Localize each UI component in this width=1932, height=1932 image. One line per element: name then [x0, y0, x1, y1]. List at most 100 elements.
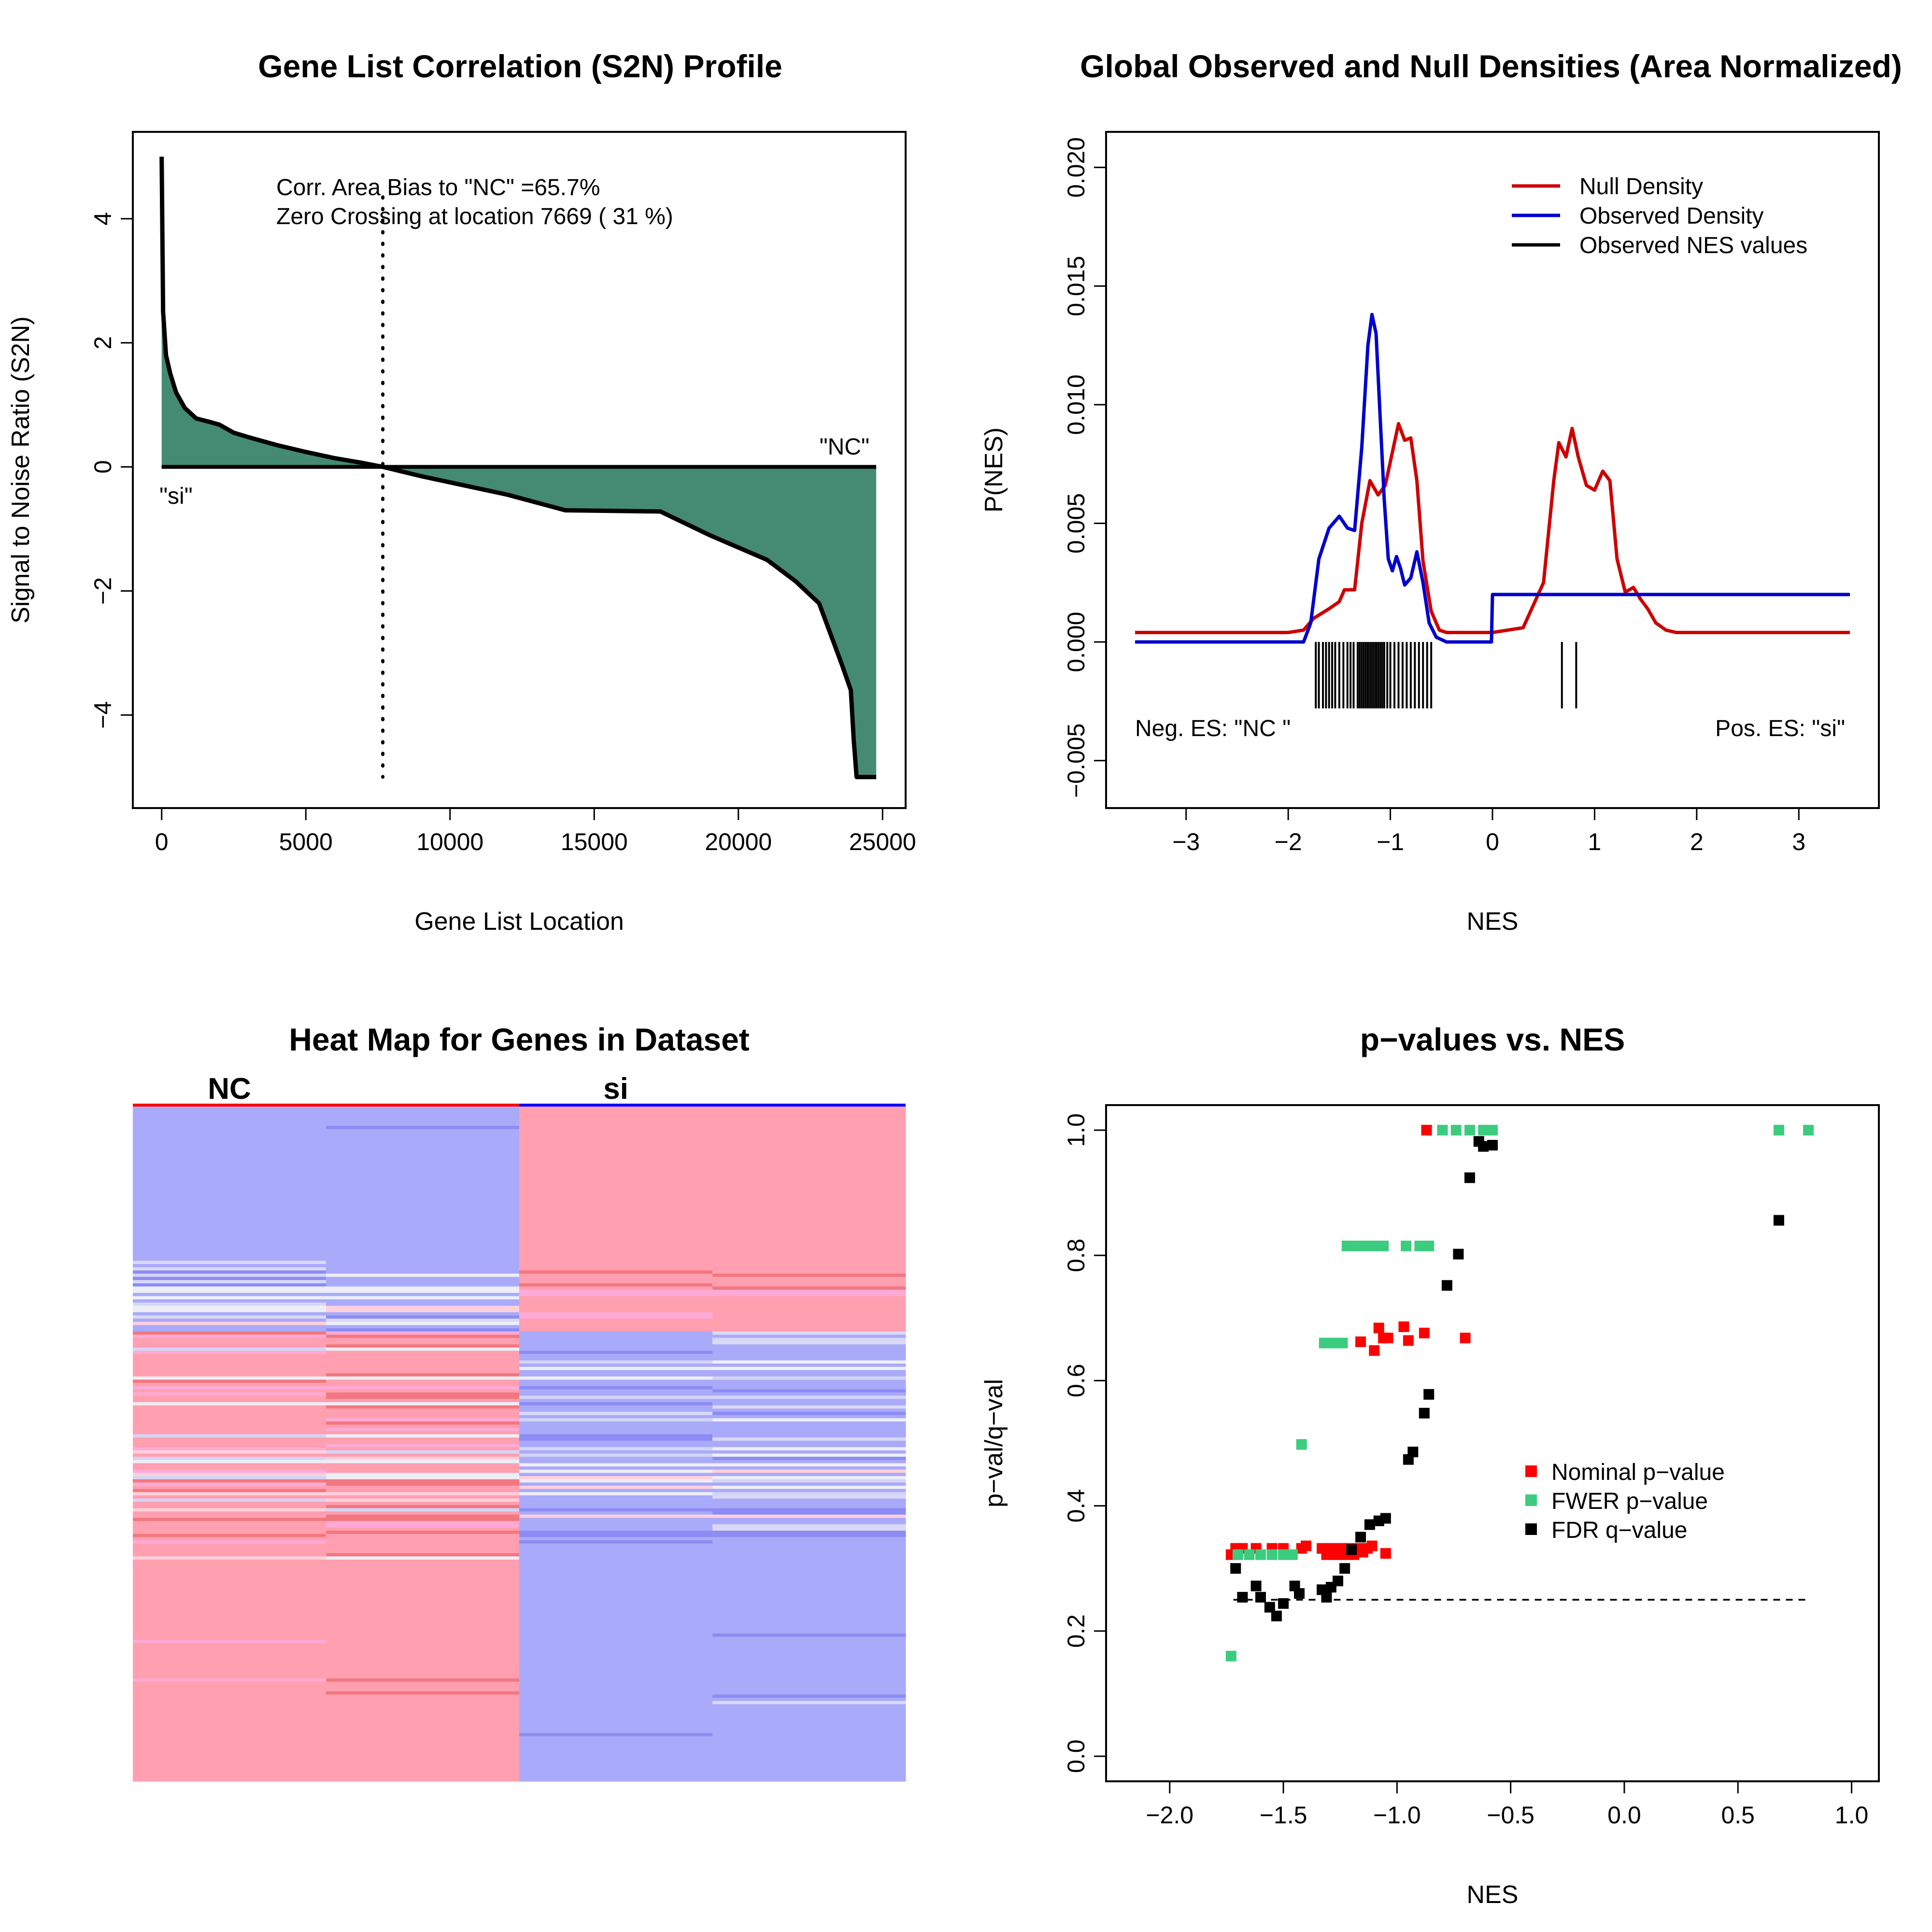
heatmap-cell	[519, 1489, 713, 1492]
heatmap-cell	[519, 1360, 713, 1364]
heatmap-cell	[133, 1145, 327, 1149]
heatmap-cell	[712, 1411, 906, 1416]
heatmap-cell	[519, 1772, 713, 1776]
heatmap-cell	[326, 1309, 520, 1313]
heatmap-cell	[712, 1698, 906, 1702]
heatmap-cell	[326, 1132, 520, 1136]
s2n-y-axis: −4 −2 0 2 4	[89, 212, 133, 729]
heatmap-cell	[519, 1296, 713, 1300]
heatmap-cell	[326, 1485, 520, 1490]
heatmap-cell	[712, 1550, 906, 1554]
legend-fwer-swatch	[1525, 1494, 1537, 1506]
heatmap-cell	[326, 1521, 520, 1525]
heatmap-grid	[133, 1107, 906, 1782]
heatmap-cell	[326, 1421, 520, 1425]
density-y-tick-label: 0.020	[1063, 137, 1090, 198]
legend-fwer-label: FWER p−value	[1551, 1489, 1708, 1514]
heatmap-cell	[326, 1778, 520, 1782]
heatmap-cell	[712, 1219, 906, 1223]
heatmap-cell	[133, 1624, 327, 1628]
heatmap-cell	[519, 1652, 713, 1657]
heatmap-cell	[519, 1646, 713, 1650]
heatmap-cell	[519, 1315, 713, 1319]
heatmap-cell	[326, 1598, 520, 1602]
heatmap-cell	[712, 1386, 906, 1390]
fdr-q-value-point	[1419, 1407, 1430, 1419]
heatmap-cell	[133, 1283, 327, 1287]
heatmap-cell	[326, 1755, 520, 1760]
pvalues-x-tick-label: −1.0	[1373, 1802, 1421, 1829]
heatmap-cell	[133, 1498, 327, 1502]
heatmap-cell	[133, 1418, 327, 1422]
heatmap-cell	[519, 1248, 713, 1251]
heatmap-cell	[133, 1714, 327, 1718]
heatmap-cell	[326, 1360, 520, 1364]
heatmap-cell	[133, 1743, 327, 1747]
heatmap-cell	[133, 1569, 327, 1573]
observed-density-line	[1135, 313, 1850, 644]
heatmap-cell	[712, 1267, 906, 1271]
heatmap-cell	[133, 1267, 327, 1271]
heatmap-cell	[519, 1331, 713, 1335]
heatmap-cell	[712, 1171, 906, 1175]
heatmap-panel: Heat Map for Genes in Dataset NC si	[133, 1022, 906, 1782]
heatmap-cell	[519, 1209, 713, 1213]
heatmap-cell	[519, 1232, 713, 1236]
density-y-tick-label: 0.005	[1063, 493, 1090, 554]
heatmap-cell	[519, 1286, 713, 1290]
heatmap-cell	[712, 1492, 906, 1496]
nominal-p-value-point	[1460, 1333, 1471, 1344]
nominal-p-value-point	[1373, 1322, 1384, 1334]
pvalues-x-tick-label: −0.5	[1487, 1802, 1534, 1829]
heatmap-cell	[712, 1736, 906, 1740]
heatmap-cell	[133, 1726, 327, 1731]
heatmap-cell	[133, 1206, 327, 1210]
fdr-q-value-point	[1441, 1280, 1452, 1291]
heatmap-cell	[712, 1585, 906, 1589]
heatmap-cell	[326, 1704, 520, 1708]
heatmap-cell	[712, 1681, 906, 1686]
s2n-x-axis: 0 5000 10000 15000 20000 25000	[155, 807, 916, 855]
heatmap-cell	[133, 1254, 327, 1258]
heatmap-cell	[519, 1113, 713, 1117]
heatmap-cell	[133, 1440, 327, 1445]
heatmap-cell	[133, 1749, 327, 1753]
heatmap-cell	[326, 1489, 520, 1492]
heatmap-cell	[712, 1280, 906, 1284]
heatmap-cell	[519, 1428, 713, 1432]
heatmap-cell	[712, 1636, 906, 1640]
heatmap-cell	[133, 1116, 327, 1120]
heatmap-cell	[712, 1559, 906, 1563]
heatmap-cell	[326, 1122, 520, 1126]
heatmap-cell	[519, 1598, 713, 1602]
heatmap-cell	[133, 1643, 327, 1647]
heatmap-cell	[712, 1431, 906, 1435]
heatmap-cell	[133, 1614, 327, 1618]
heatmap-cell	[326, 1222, 520, 1226]
heatmap-cell	[519, 1723, 713, 1727]
heatmap-cell	[326, 1341, 520, 1345]
fdr-q-value-point	[1271, 1610, 1282, 1621]
heatmap-cell	[133, 1167, 327, 1171]
fdr-q-value-point	[1487, 1139, 1498, 1151]
heatmap-cell	[326, 1174, 520, 1178]
heatmap-cell	[133, 1463, 327, 1467]
heatmap-cell	[133, 1730, 327, 1733]
heatmap-cell	[712, 1344, 906, 1348]
heatmap-cell	[133, 1392, 327, 1396]
heatmap-cell	[519, 1190, 713, 1194]
fwer-p-value-point	[1232, 1549, 1243, 1560]
heatmap-cell	[133, 1241, 327, 1245]
heatmap-cell	[519, 1540, 713, 1544]
heatmap-cell	[519, 1755, 713, 1760]
heatmap-cell	[133, 1379, 327, 1383]
s2n-panel: Gene List Correlation (S2N) Profile 0 500…	[7, 48, 916, 936]
heatmap-cell	[133, 1704, 327, 1708]
heatmap-cell	[326, 1453, 520, 1457]
heatmap-cell	[519, 1473, 713, 1477]
heatmap-cell	[712, 1457, 906, 1461]
heatmap-cell	[519, 1135, 713, 1139]
heatmap-cell	[133, 1578, 327, 1583]
heatmap-cell	[133, 1595, 327, 1599]
heatmap-cell	[133, 1505, 327, 1509]
